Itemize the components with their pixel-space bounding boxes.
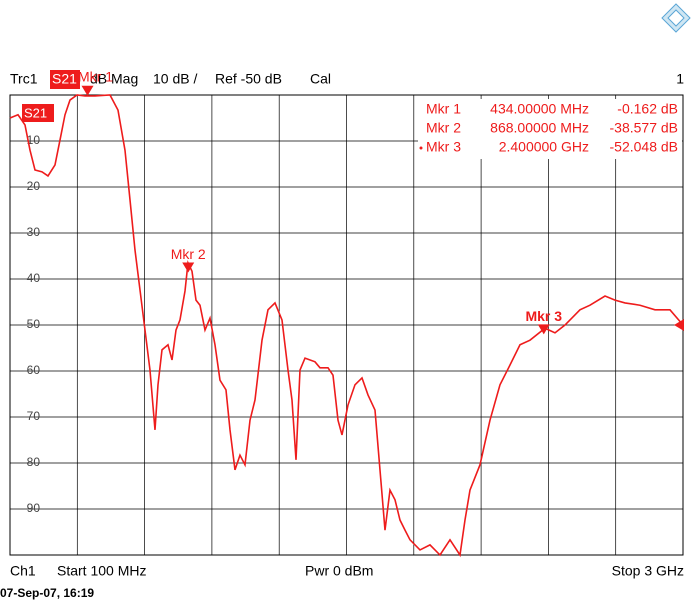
y-tick-label: -80 — [23, 455, 41, 469]
trace-id: Trc1 — [10, 71, 38, 87]
trace-tag-label: S21 — [24, 105, 47, 120]
marker-value: -52.048 dB — [610, 139, 679, 155]
scale: 10 dB / — [153, 71, 197, 87]
y-tick-label: -90 — [23, 501, 41, 515]
marker-value: -38.577 dB — [610, 120, 679, 136]
timestamp: 07-Sep-07, 16:19 — [0, 586, 94, 600]
stop-freq: Stop 3 GHz — [612, 563, 684, 579]
y-tick-label: -10 — [23, 133, 41, 147]
marker-name: Mkr 1 — [426, 101, 461, 117]
power: Pwr 0 dBm — [305, 563, 373, 579]
marker-value: -0.162 dB — [617, 101, 678, 117]
param-label: S21 — [52, 71, 77, 87]
y-tick-label: -30 — [23, 225, 41, 239]
channel: Ch1 — [10, 563, 36, 579]
marker-freq: 2.400000 GHz — [499, 139, 589, 155]
marker-name: Mkr 3 — [426, 139, 461, 155]
marker — [537, 324, 550, 335]
y-tick-label: -70 — [23, 409, 41, 423]
marker — [182, 262, 195, 273]
format: dB Mag — [90, 71, 138, 87]
ref-marker — [674, 319, 684, 331]
y-tick-label: -60 — [23, 363, 41, 377]
y-tick-label: -50 — [23, 317, 41, 331]
marker-label: Mkr 3 — [525, 308, 562, 324]
trace-tag — [22, 104, 54, 122]
marker — [81, 85, 94, 96]
trace — [9, 94, 684, 558]
start-freq: Start 100 MHz — [57, 563, 146, 579]
marker-freq: 434.00000 MHz — [490, 101, 589, 117]
ref-level: Ref -50 dB — [215, 71, 282, 87]
logo — [661, 3, 691, 33]
param-box — [50, 70, 80, 89]
marker-label: Mkr 1 — [78, 68, 113, 84]
window-number: 1 — [676, 71, 684, 87]
marker-table-bg — [418, 99, 682, 159]
y-tick-label: -20 — [23, 179, 41, 193]
marker-name: Mkr 2 — [426, 120, 461, 136]
marker-freq: 868.00000 MHz — [490, 120, 589, 136]
marker-label: Mkr 2 — [171, 246, 206, 262]
cal: Cal — [310, 71, 331, 87]
active-marker-dot — [419, 146, 423, 150]
y-tick-label: -40 — [23, 271, 41, 285]
